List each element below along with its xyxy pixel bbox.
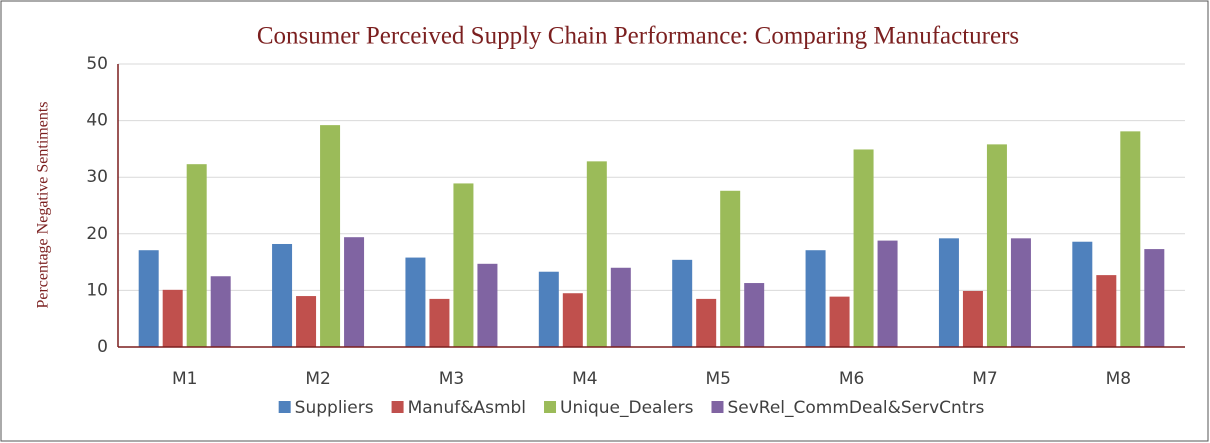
bar xyxy=(429,298,450,347)
x-tick-label: M2 xyxy=(305,369,330,389)
x-tick-label: M6 xyxy=(839,369,864,389)
bar xyxy=(1072,241,1093,347)
bar xyxy=(477,263,498,347)
bar xyxy=(853,149,874,347)
bar xyxy=(272,243,293,347)
y-tick-label: 20 xyxy=(86,224,108,244)
x-tick-label: M4 xyxy=(572,369,597,389)
x-tick-label: M8 xyxy=(1106,369,1131,389)
bar xyxy=(320,125,341,348)
bar xyxy=(344,237,365,347)
bar xyxy=(1096,275,1117,347)
bar xyxy=(805,250,826,347)
bar xyxy=(1144,249,1165,347)
legend-label: SevRel_CommDeal&ServCntrs xyxy=(727,398,984,418)
legend-swatch xyxy=(278,401,291,413)
legend-swatch xyxy=(391,401,404,413)
legend-label: Unique_Dealers xyxy=(560,398,694,418)
bar xyxy=(720,190,741,347)
legend-label: Manuf&Asmbl xyxy=(408,398,526,418)
bar xyxy=(562,293,583,347)
y-tick-label: 30 xyxy=(86,167,108,187)
bar xyxy=(162,289,183,347)
y-tick-label: 40 xyxy=(86,111,108,131)
bar xyxy=(538,271,559,347)
chart-title: Consumer Perceived Supply Chain Performa… xyxy=(257,23,1019,50)
y-tick-label: 50 xyxy=(86,54,108,74)
x-tick-label: M3 xyxy=(439,369,464,389)
bar xyxy=(986,144,1007,347)
legend-swatch xyxy=(544,401,557,413)
bar xyxy=(1010,238,1031,347)
bar xyxy=(586,161,607,347)
legend-swatch xyxy=(711,401,724,413)
bar xyxy=(610,267,631,347)
x-tick-label: M7 xyxy=(972,369,997,389)
bar xyxy=(672,259,693,347)
bar xyxy=(696,298,717,347)
bar xyxy=(829,296,850,347)
x-tick-label: M5 xyxy=(705,369,730,389)
bar xyxy=(186,164,207,347)
bar xyxy=(296,296,317,347)
bar xyxy=(938,238,959,347)
bar xyxy=(210,276,231,347)
legend-label: Suppliers xyxy=(295,398,374,418)
bar xyxy=(962,290,983,347)
bar xyxy=(453,183,474,347)
bar xyxy=(744,283,765,347)
y-axis-label: Percentage Negative Sentiments xyxy=(35,101,52,308)
bar xyxy=(405,257,426,347)
y-tick-label: 10 xyxy=(86,280,108,300)
bar xyxy=(877,240,898,347)
y-tick-label: 0 xyxy=(97,337,108,357)
bar xyxy=(1120,131,1141,347)
x-tick-label: M1 xyxy=(172,369,197,389)
bar xyxy=(138,250,159,347)
